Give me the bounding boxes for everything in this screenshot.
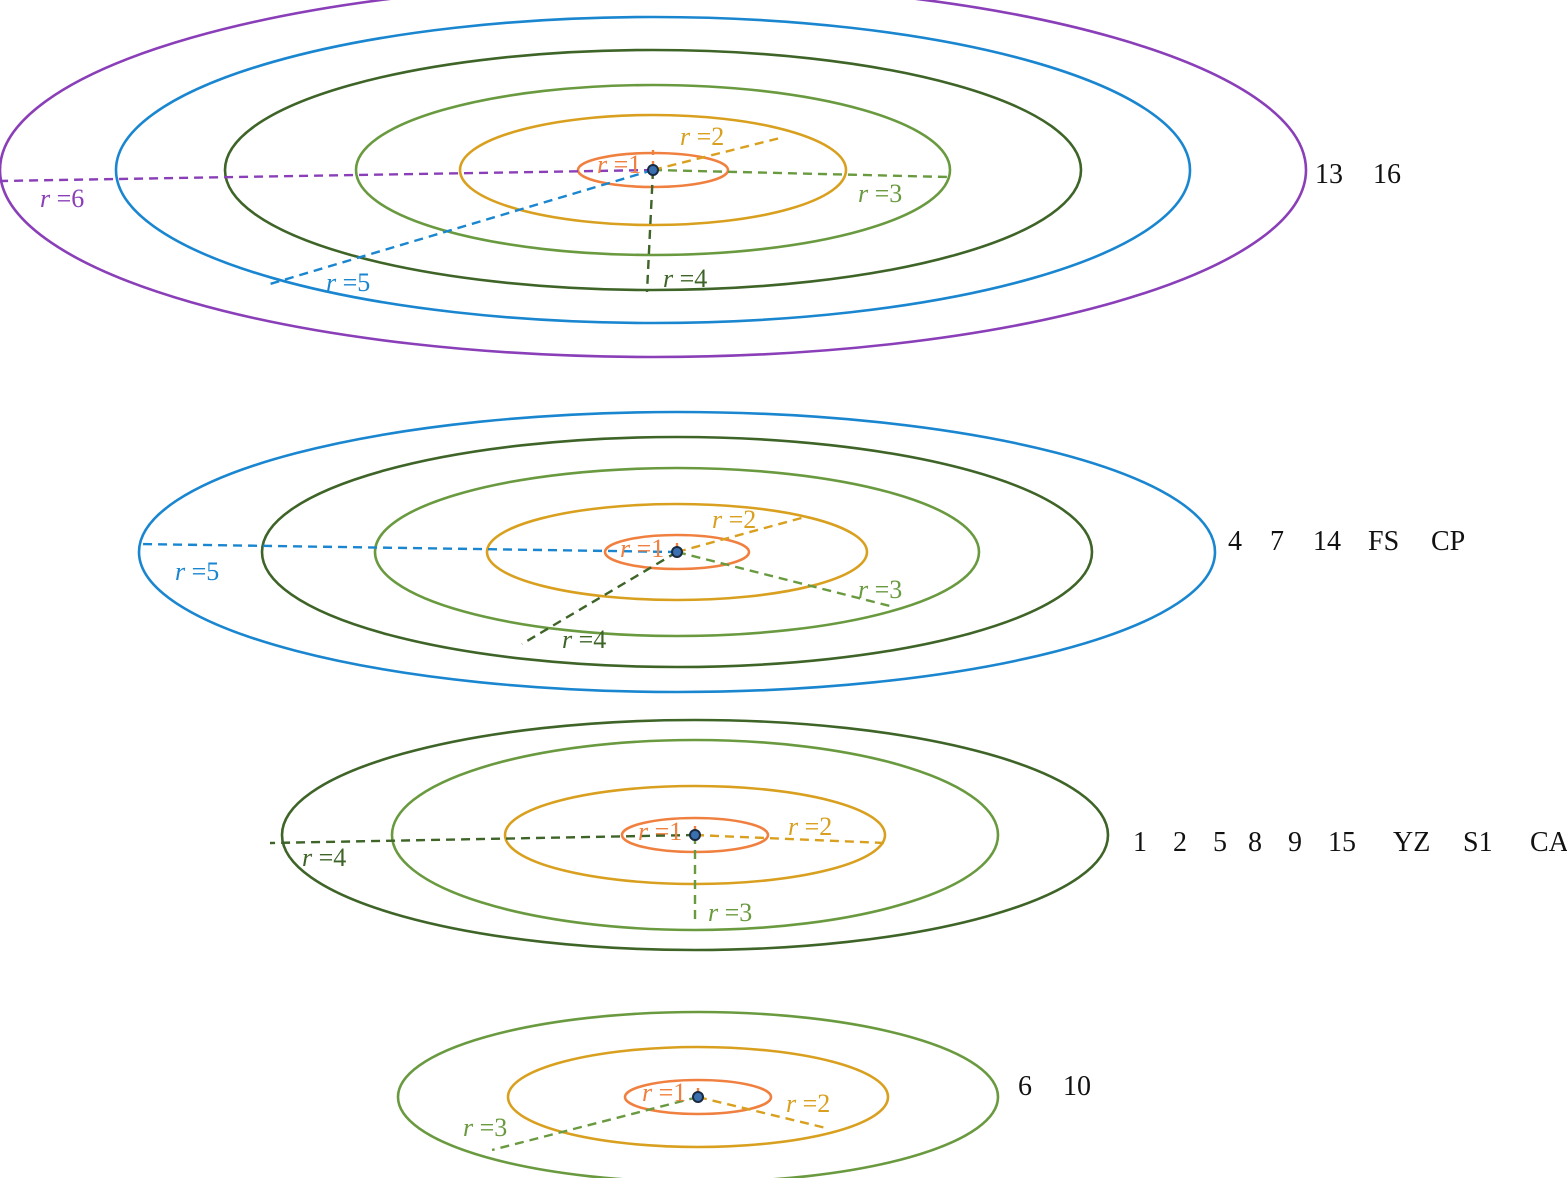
radius-label-r2: r =2 [788, 812, 832, 841]
group-member-label: 5 [1213, 827, 1227, 858]
group-member-label: YZ [1393, 827, 1430, 858]
group-member-label: 6 [1018, 1071, 1032, 1102]
group-member-label: 16 [1373, 159, 1401, 190]
radius-label-r1: r =1 [597, 150, 641, 179]
group-member-label: S1 [1463, 827, 1493, 858]
radius-label-r1: r =1 [642, 1078, 686, 1107]
radius-label-r1: r =1 [620, 534, 664, 563]
group-member-label: FS [1368, 526, 1399, 557]
group-member-label: 10 [1063, 1071, 1091, 1102]
radius-line-r5 [269, 168, 654, 286]
ring-r6 [0, 0, 1308, 359]
ring-r2 [485, 502, 869, 602]
radius-label-r2: r =2 [786, 1089, 830, 1118]
radius-line-r4 [645, 169, 655, 293]
group-member-label: 1 [1133, 827, 1147, 858]
ring-r4 [223, 48, 1083, 292]
radius-line-r2 [697, 1095, 827, 1130]
radius-label-r5: r =5 [175, 557, 219, 586]
radius-group-3: r =1 r =2 r =3 6 10 [396, 1010, 1091, 1178]
ring-r2 [458, 113, 848, 227]
group-member-label: 15 [1328, 827, 1356, 858]
radius-line-r2 [694, 833, 885, 845]
radius-group-6: r =1 r =2 r =3 r =4 r =5 r =6 13 16 [0, 0, 1401, 359]
radius-line-r2 [652, 136, 781, 172]
ring-r1 [623, 1078, 773, 1116]
ring-r5 [114, 15, 1192, 325]
radius-label-r4: r =4 [302, 843, 346, 872]
group-member-label: 9 [1288, 827, 1302, 858]
center-point [689, 829, 701, 841]
group-member-label: 13 [1315, 159, 1343, 190]
radius-label-r1: r =1 [638, 817, 682, 846]
group-member-label: 8 [1248, 827, 1262, 858]
group-member-label: 7 [1270, 526, 1284, 557]
radius-label-r6: r =6 [40, 184, 84, 213]
radius-label-r5: r =5 [326, 268, 370, 297]
radius-line-r3 [491, 1095, 699, 1152]
center-point [671, 546, 683, 558]
ring-r4 [260, 435, 1094, 669]
center-point [647, 164, 659, 176]
radius-group-5: r =1 r =2 r =3 r =4 r =5 4 7 14 FS CP [137, 410, 1465, 694]
ring-r1 [603, 533, 751, 571]
radius-label-r4: r =4 [663, 264, 707, 293]
ring-r2 [506, 1045, 890, 1149]
group-member-label: 4 [1228, 526, 1242, 557]
radius-line-r6 [0, 168, 654, 183]
radius-line-r3 [652, 168, 949, 179]
radius-label-r3: r =3 [858, 575, 902, 604]
group-member-label: 14 [1313, 526, 1341, 557]
radius-group-4: r =1 r =2 r =3 r =4 1 2 5 8 9 15 YZ S1 CA [269, 718, 1567, 952]
group-member-label: CP [1431, 526, 1465, 557]
ring-r5 [137, 410, 1217, 694]
center-point [692, 1091, 704, 1103]
radius-line-r4 [269, 833, 696, 845]
ring-r3 [354, 83, 952, 257]
radius-label-r3: r =3 [858, 179, 902, 208]
ring-r3 [390, 738, 1000, 932]
radius-line-r4 [521, 550, 678, 646]
ring-r3 [396, 1010, 1000, 1178]
ring-r3 [373, 466, 981, 638]
ring-r4 [280, 718, 1110, 952]
radius-line-r5 [137, 542, 678, 554]
radius-line-r3 [676, 550, 891, 608]
group-member-label: 2 [1173, 827, 1187, 858]
radius-label-r3: r =3 [463, 1113, 507, 1142]
group-member-label: CA [1530, 827, 1567, 858]
radius-label-r4: r =4 [562, 625, 606, 654]
radius-line-r2 [676, 515, 806, 554]
radius-label-r2: r =2 [712, 505, 756, 534]
radius-label-r3: r =3 [708, 898, 752, 927]
radius-label-r2: r =2 [680, 122, 724, 151]
